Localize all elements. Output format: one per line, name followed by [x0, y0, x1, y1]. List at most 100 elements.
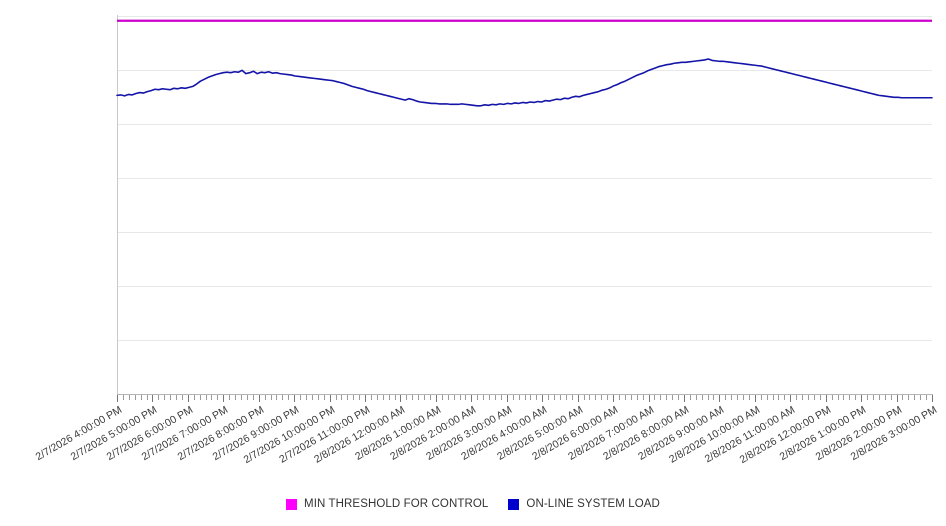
x-tick-minor	[530, 395, 532, 400]
x-tick-minor	[518, 395, 520, 400]
x-tick-minor	[199, 395, 201, 400]
legend-label: ON-LINE SYSTEM LOAD	[526, 498, 660, 510]
x-tick-minor	[164, 395, 166, 400]
x-tick-major	[577, 395, 579, 402]
x-tick-minor	[305, 395, 307, 400]
x-tick-minor	[181, 395, 183, 400]
legend-item[interactable]: ON-LINE SYSTEM LOAD	[508, 498, 660, 510]
x-tick-minor	[571, 395, 573, 400]
x-tick-minor	[418, 395, 420, 400]
x-tick-minor	[908, 395, 910, 400]
x-tick-minor	[241, 395, 243, 400]
x-tick-major	[117, 395, 118, 402]
x-axis-labels: 2/7/2026 4:00:00 PM 2/7/2026 5:00:00 PM 2/…	[0, 400, 946, 490]
x-tick-minor	[878, 395, 880, 400]
x-tick-minor	[548, 395, 550, 400]
x-tick-minor	[890, 395, 892, 400]
gridline	[117, 232, 932, 233]
y-axis-line	[117, 15, 118, 395]
x-tick-minor	[235, 395, 237, 400]
x-tick-minor	[412, 395, 414, 400]
x-tick-minor	[170, 395, 172, 400]
x-tick-minor	[565, 395, 567, 400]
x-tick-minor	[382, 395, 384, 400]
x-tick-major	[471, 395, 473, 402]
x-tick-minor	[748, 395, 750, 400]
x-tick-minor	[406, 395, 408, 400]
x-tick-major	[861, 395, 863, 402]
x-tick-minor	[122, 395, 124, 400]
x-tick-major	[825, 395, 827, 402]
x-tick-minor	[914, 395, 916, 400]
x-tick-minor	[689, 395, 691, 400]
x-tick-major	[435, 395, 437, 402]
x-tick-minor	[713, 395, 715, 400]
plot-area	[117, 16, 932, 395]
x-tick-minor	[536, 395, 538, 400]
x-tick-minor	[636, 395, 638, 400]
x-tick-minor	[772, 395, 774, 400]
x-tick-minor	[819, 395, 821, 400]
x-tick-minor	[872, 395, 874, 400]
line-series-on-line-system-load	[116, 58, 933, 107]
x-tick-minor	[341, 395, 343, 400]
x-tick-minor	[193, 395, 195, 400]
x-tick-minor	[802, 395, 804, 400]
x-tick-minor	[837, 395, 839, 400]
x-tick-minor	[311, 395, 313, 400]
x-tick-minor	[459, 395, 461, 400]
x-tick-minor	[618, 395, 620, 400]
x-tick-minor	[595, 395, 597, 400]
x-tick-minor	[128, 395, 130, 400]
legend-item[interactable]: MIN THRESHOLD FOR CONTROL	[286, 498, 488, 510]
x-tick-minor	[229, 395, 231, 400]
x-tick-minor	[884, 395, 886, 400]
series-layer	[116, 19, 933, 107]
x-tick-major	[329, 395, 331, 402]
x-tick-major	[400, 395, 402, 402]
x-tick-minor	[701, 395, 703, 400]
x-tick-minor	[335, 395, 337, 400]
x-tick-minor	[140, 395, 142, 400]
x-tick-minor	[146, 395, 148, 400]
x-tick-minor	[867, 395, 869, 400]
x-tick-minor	[270, 395, 272, 400]
x-tick-minor	[642, 395, 644, 400]
x-tick-minor	[489, 395, 491, 400]
gridline	[117, 16, 932, 17]
x-tick-minor	[376, 395, 378, 400]
x-tick-minor	[843, 395, 845, 400]
x-tick-minor	[264, 395, 266, 400]
x-tick-major	[223, 395, 225, 402]
x-tick-minor	[725, 395, 727, 400]
x-tick-minor	[589, 395, 591, 400]
x-tick-minor	[494, 395, 496, 400]
x-tick-minor	[559, 395, 561, 400]
gridline	[117, 124, 932, 125]
x-tick-minor	[607, 395, 609, 400]
legend-label: MIN THRESHOLD FOR CONTROL	[304, 498, 489, 510]
x-tick-minor	[737, 395, 739, 400]
x-tick-minor	[624, 395, 626, 400]
x-tick-minor	[282, 395, 284, 400]
x-tick-major	[294, 395, 296, 402]
x-tick-minor	[731, 395, 733, 400]
x-tick-minor	[630, 395, 632, 400]
x-tick-major	[896, 395, 898, 402]
gridline	[117, 340, 932, 341]
x-tick-minor	[678, 395, 680, 400]
x-tick-minor	[524, 395, 526, 400]
x-tick-minor	[205, 395, 207, 400]
x-tick-major	[506, 395, 508, 402]
x-tick-major	[754, 395, 756, 402]
x-tick-minor	[176, 395, 178, 400]
x-tick-minor	[796, 395, 798, 400]
gridline	[117, 178, 932, 179]
x-tick-minor	[695, 395, 697, 400]
x-tick-minor	[926, 395, 928, 400]
x-tick-minor	[920, 395, 922, 400]
x-tick-minor	[902, 395, 904, 400]
x-tick-minor	[353, 395, 355, 400]
x-tick-minor	[760, 395, 762, 400]
legend-swatch-icon	[286, 498, 298, 510]
